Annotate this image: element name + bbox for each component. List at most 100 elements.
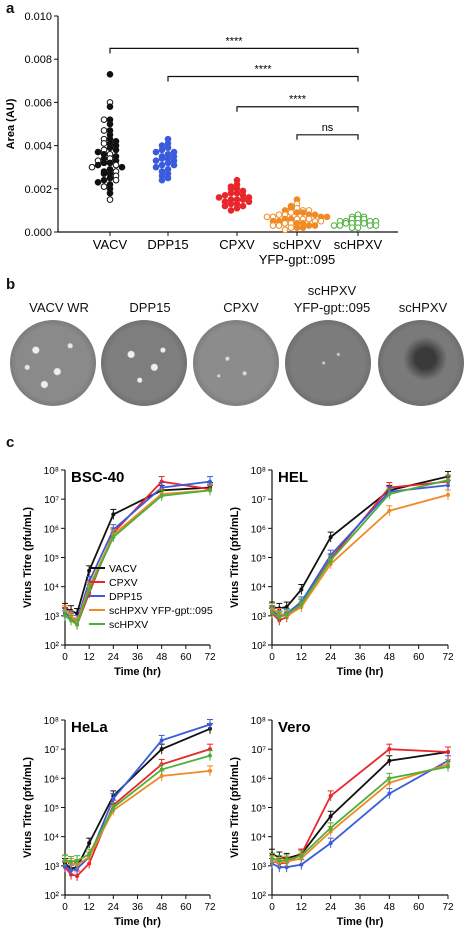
x-axis-label: Time (hr) xyxy=(337,916,384,928)
data-point xyxy=(227,200,235,208)
plaque-plate-cpxv xyxy=(193,320,279,406)
x-tick-label: 60 xyxy=(180,902,192,913)
data-point xyxy=(111,805,116,810)
data-point xyxy=(227,189,235,197)
data-point xyxy=(293,209,301,216)
data-point xyxy=(87,841,92,846)
data-point xyxy=(299,224,307,231)
x-tick-label: 24 xyxy=(108,652,120,663)
data-point xyxy=(111,512,116,517)
data-point xyxy=(446,764,450,769)
data-point xyxy=(106,189,114,197)
data-point xyxy=(342,220,350,227)
y-axis-label: Virus Titre (pfu/mL) xyxy=(22,507,34,608)
data-point xyxy=(348,224,356,231)
series-line xyxy=(271,751,449,860)
data-point xyxy=(208,479,212,484)
x-tick-label: 12 xyxy=(84,902,96,913)
series-line xyxy=(271,475,449,610)
y-tick-label: 0.004 xyxy=(24,141,52,153)
data-point xyxy=(328,825,333,830)
data-point xyxy=(100,170,108,177)
legend-label: DPP15 xyxy=(109,591,142,603)
plaque-plate-schpxv xyxy=(378,320,464,406)
y-tick-label: 10⁷ xyxy=(44,745,59,756)
y-tick-label: 10⁷ xyxy=(44,495,59,506)
y-axis-label: Virus Titre (pfu/mL) xyxy=(229,507,241,608)
data-point xyxy=(208,722,212,727)
data-point xyxy=(94,161,102,169)
y-tick-label: 10⁴ xyxy=(251,833,266,844)
data-point xyxy=(69,618,74,623)
x-tick-label: 48 xyxy=(384,902,396,913)
x-tick-label: scHPXV xyxy=(273,237,322,252)
data-point xyxy=(299,602,304,607)
data-point xyxy=(100,127,108,134)
data-point xyxy=(299,209,307,216)
data-point xyxy=(170,161,178,169)
data-point xyxy=(106,174,114,182)
x-axis-label: Time (hr) xyxy=(337,666,384,678)
data-point xyxy=(88,163,96,171)
x-tick-label: 72 xyxy=(204,652,216,663)
y-tick-label: 10⁶ xyxy=(44,524,59,535)
y-tick-label: 10⁶ xyxy=(44,774,59,785)
x-tick-label: 72 xyxy=(442,652,454,663)
x-tick-label: 0 xyxy=(269,902,275,913)
data-point xyxy=(328,814,333,819)
data-point xyxy=(277,858,282,863)
chart-title: BSC-40 xyxy=(71,469,124,486)
data-point xyxy=(284,865,289,870)
series-line xyxy=(64,727,211,870)
data-point xyxy=(164,144,172,152)
data-point xyxy=(287,209,295,216)
data-point xyxy=(281,226,289,234)
data-point xyxy=(106,71,114,78)
data-point xyxy=(63,613,67,618)
x-tick-label: 72 xyxy=(204,902,216,913)
data-point xyxy=(159,767,164,772)
data-point xyxy=(305,222,313,229)
plaque-plate-dpp15 xyxy=(101,320,187,406)
y-tick-label: 10² xyxy=(252,641,267,652)
x-axis-label: Time (hr) xyxy=(114,916,161,928)
data-point xyxy=(305,215,313,223)
data-point xyxy=(227,207,235,214)
y-tick-label: 0.006 xyxy=(24,97,52,109)
data-point xyxy=(330,222,338,229)
data-point xyxy=(106,120,114,128)
data-point xyxy=(387,776,392,781)
data-point xyxy=(239,202,247,210)
data-point xyxy=(106,103,114,111)
y-tick-label: 10³ xyxy=(252,612,267,623)
plate-label-schpxv-yfp-1: scHPXV xyxy=(307,283,357,298)
data-point xyxy=(100,116,108,123)
y-tick-label: 10⁶ xyxy=(251,774,266,785)
x-tick-label: 0 xyxy=(62,652,68,663)
y-tick-label: 10⁸ xyxy=(251,466,266,477)
x-tick-label: 24 xyxy=(108,902,120,913)
x-tick-label: 36 xyxy=(132,902,144,913)
significance-bracket xyxy=(236,106,359,112)
series-line xyxy=(271,763,449,864)
data-point xyxy=(94,148,102,156)
data-point xyxy=(100,159,108,167)
data-point xyxy=(111,535,116,540)
y-tick-label: 10⁸ xyxy=(251,716,266,727)
data-point xyxy=(446,478,450,483)
x-tick-label: 36 xyxy=(354,902,366,913)
y-tick-label: 10² xyxy=(45,641,60,652)
data-point xyxy=(387,758,392,763)
data-point xyxy=(215,194,223,201)
data-point xyxy=(323,213,331,221)
data-point xyxy=(159,493,164,498)
data-point xyxy=(275,211,283,219)
data-point xyxy=(299,862,304,867)
data-point xyxy=(328,793,333,798)
y-tick-label: 10⁶ xyxy=(251,524,266,535)
significance-bracket xyxy=(296,134,359,140)
legend-label: VACV xyxy=(109,563,137,575)
y-axis-label: Virus Titre (pfu/mL) xyxy=(22,757,34,858)
data-point xyxy=(75,873,80,878)
y-axis-label: Area (AU) xyxy=(5,98,17,149)
